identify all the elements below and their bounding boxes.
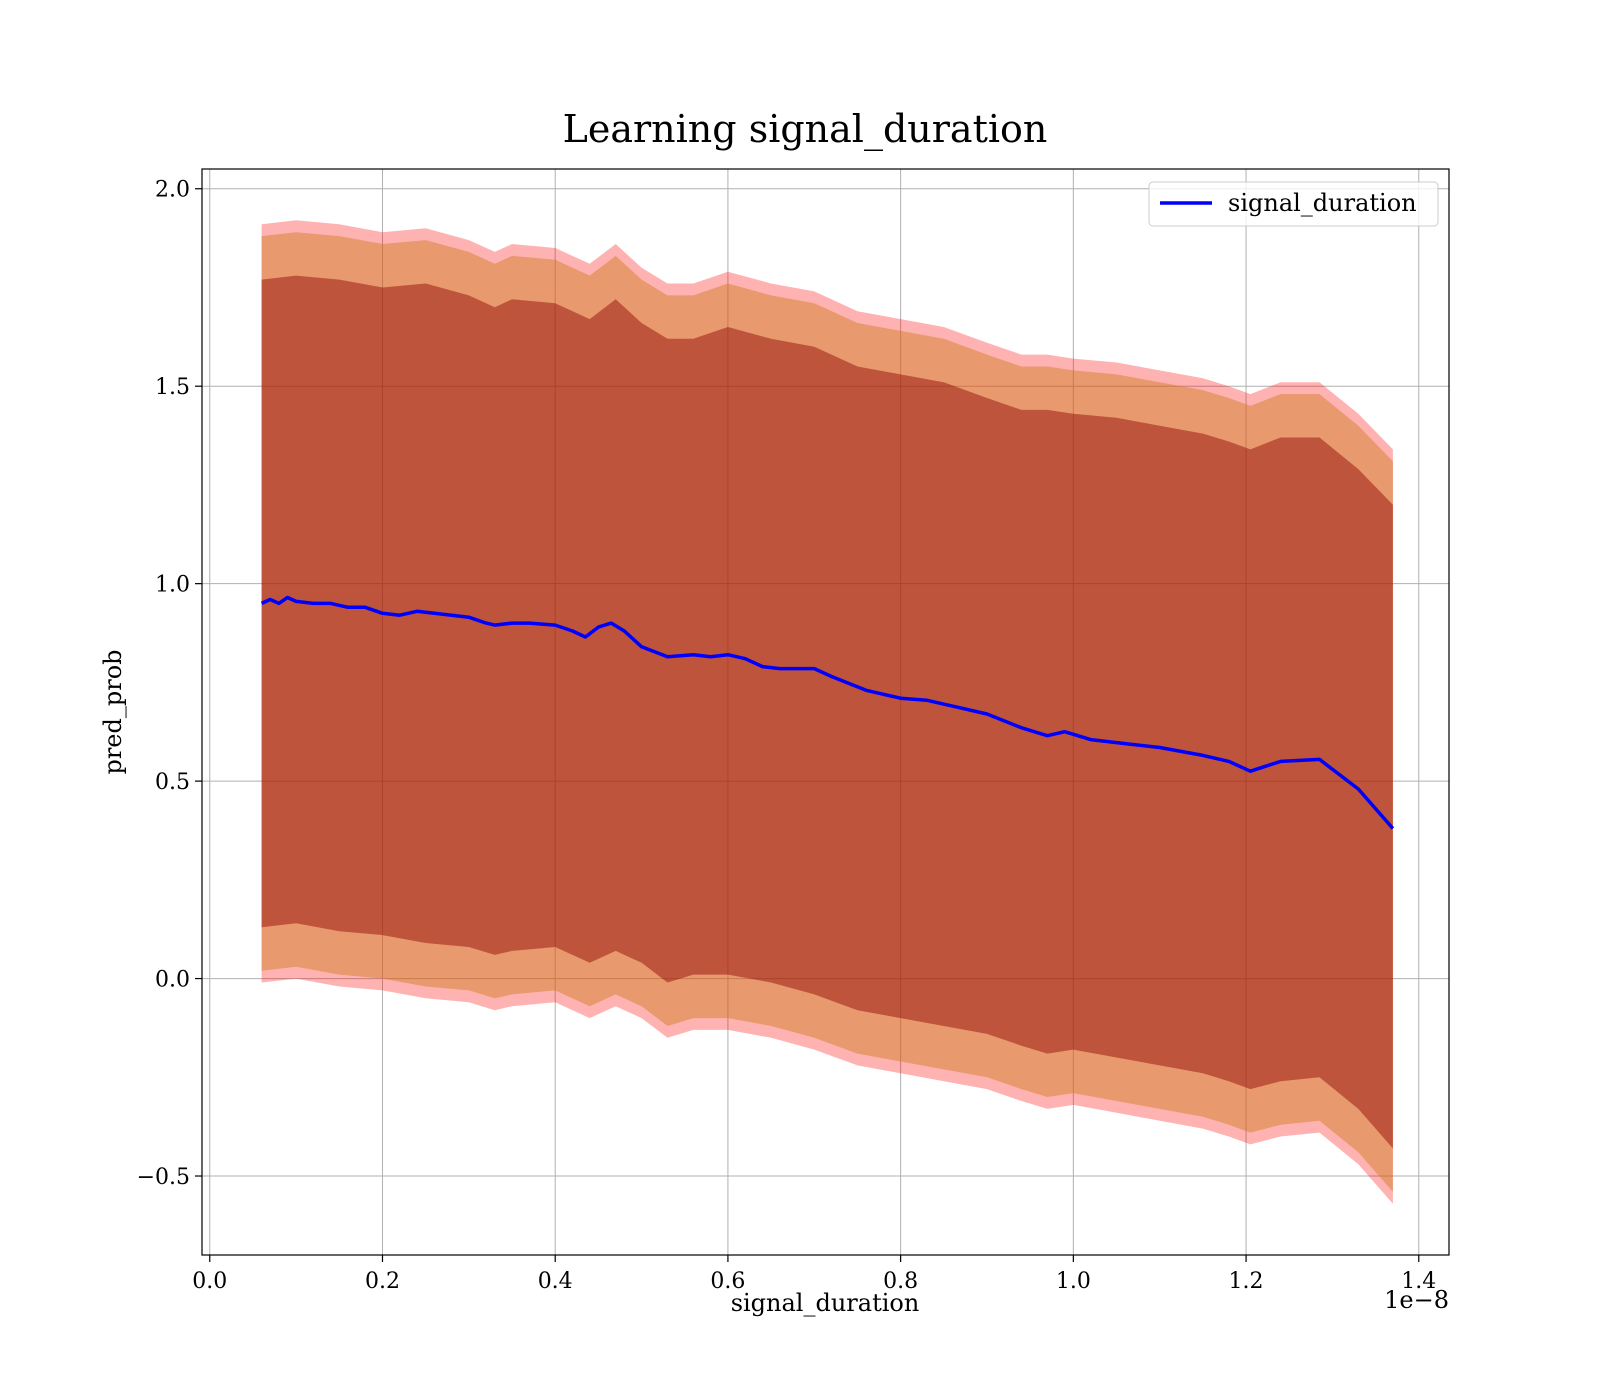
y-tick-label: 1.0 [155, 573, 190, 598]
bands-layer [261, 220, 1393, 1204]
y-tick-label: 2.0 [155, 178, 190, 203]
y-tick-label: −0.5 [137, 1165, 190, 1190]
x-tick-label: 1.0 [1056, 1269, 1091, 1294]
x-axis-ticks: 0.0 0.2 0.4 0.6 0.8 1.0 1.2 1.4 [192, 1255, 1436, 1294]
x-tick-label: 0.4 [538, 1269, 573, 1294]
x-tick-label: 0.2 [365, 1269, 400, 1294]
legend-box [1148, 181, 1439, 227]
x-tick-label: 0.8 [883, 1269, 918, 1294]
plot-frame [201, 168, 1450, 1256]
x-axis-offset: 1e−8 [1384, 1286, 1449, 1314]
middle-confidence-band [261, 232, 1393, 1192]
series-layer [260, 595, 1395, 830]
x-tick-label: 1.2 [1229, 1269, 1264, 1294]
y-axis-ticks: −0.5 0.0 0.5 1.0 1.5 2.0 [137, 178, 202, 1190]
y-tick-label: 1.5 [155, 375, 190, 400]
y-tick-label: 0.5 [155, 770, 190, 795]
legend: signal_duration [1148, 181, 1439, 227]
y-axis-label: pred_prob [99, 649, 127, 774]
series-line [260, 595, 1395, 830]
inner-confidence-band [261, 275, 1393, 1149]
x-tick-label: 1.4 [1401, 1269, 1436, 1294]
x-tick-label: 0.6 [710, 1269, 745, 1294]
x-tick-label: 0.0 [192, 1269, 227, 1294]
y-tick-label: 0.0 [155, 968, 190, 993]
chart-title: Learning signal_duration [563, 107, 1048, 152]
outer-confidence-band [261, 220, 1393, 1204]
x-axis-label: signal_duration [731, 1289, 920, 1317]
legend-label: signal_duration [1228, 189, 1417, 217]
